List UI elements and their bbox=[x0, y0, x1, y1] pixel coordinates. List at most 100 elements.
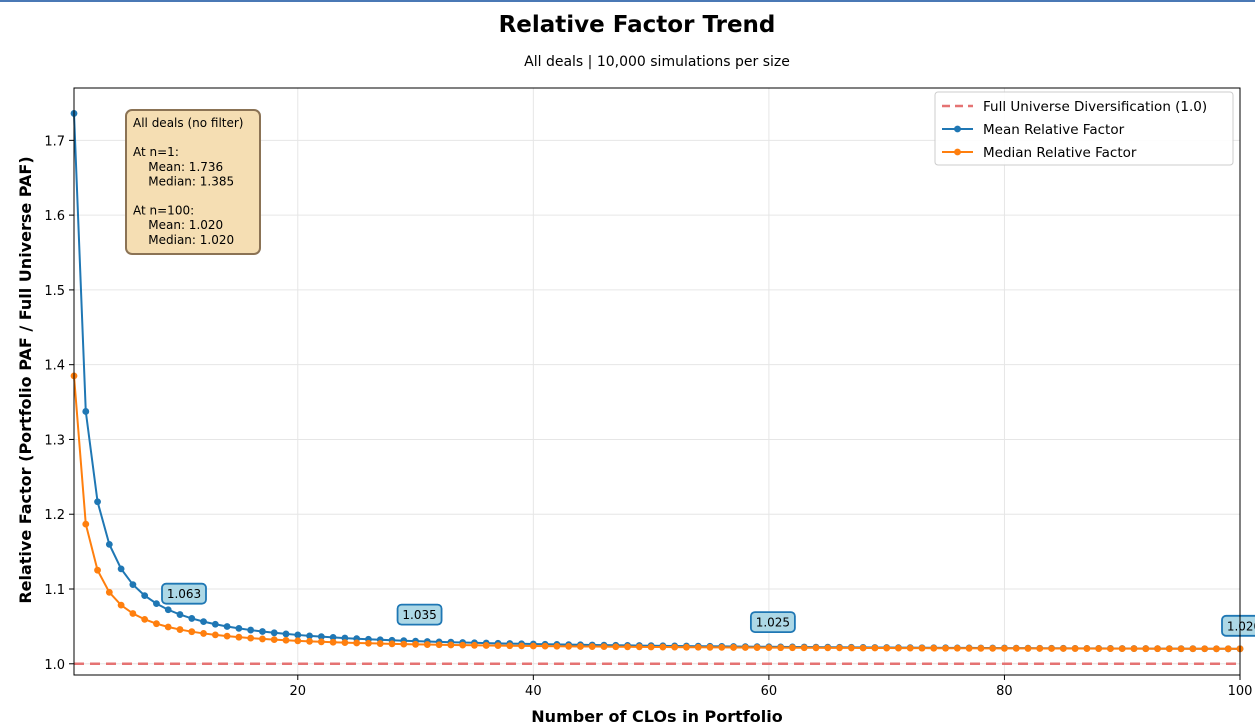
legend-entry-1: Mean Relative Factor bbox=[942, 122, 1125, 138]
series-point-0-8 bbox=[153, 600, 160, 608]
series-point-1-80 bbox=[1001, 644, 1008, 652]
series-point-1-64 bbox=[812, 644, 820, 652]
chart-title: Relative Factor Trend bbox=[499, 12, 776, 38]
plot-frame bbox=[73, 87, 1241, 676]
series-point-1-44 bbox=[577, 643, 584, 650]
series-point-0-23 bbox=[329, 634, 337, 641]
legend-entry-0: Full Universe Diversification (1.0) bbox=[942, 99, 1207, 115]
series-point-0-22 bbox=[317, 633, 325, 641]
series-point-0-12 bbox=[200, 618, 207, 625]
series-point-0-19 bbox=[282, 630, 290, 638]
series-point-1-12 bbox=[200, 630, 207, 637]
series-point-1-3 bbox=[94, 566, 101, 574]
series-point-1-98 bbox=[1213, 645, 1220, 653]
series-point-1-88 bbox=[1095, 645, 1103, 652]
series-point-1-63 bbox=[800, 644, 808, 652]
legend-marker-2 bbox=[954, 148, 961, 156]
series-point-1-18 bbox=[270, 636, 278, 644]
series-point-1-91 bbox=[1130, 645, 1138, 653]
series-point-1-45 bbox=[588, 643, 596, 650]
series-point-0-3 bbox=[94, 498, 101, 506]
series-point-1-39 bbox=[518, 642, 525, 650]
series-point-0-11 bbox=[188, 615, 196, 622]
series-point-1-40 bbox=[529, 642, 537, 650]
series-point-1-68 bbox=[859, 644, 867, 652]
series-point-1-55 bbox=[706, 643, 714, 651]
series-point-1-2 bbox=[82, 520, 90, 528]
series-point-1-34 bbox=[459, 641, 467, 649]
series-point-1-65 bbox=[824, 644, 832, 652]
window-top-border bbox=[0, 0, 1255, 2]
x-tick-label-2: 60 bbox=[761, 684, 778, 699]
series-point-1-60 bbox=[765, 644, 773, 652]
series-point-1-89 bbox=[1107, 645, 1114, 653]
series-point-1-84 bbox=[1048, 645, 1055, 652]
y-tick-label-3: 1.3 bbox=[44, 433, 65, 448]
annotation-box-3 bbox=[1221, 614, 1255, 637]
series-point-1-79 bbox=[989, 644, 997, 652]
series-point-1-11 bbox=[188, 628, 196, 636]
series-point-1-19 bbox=[282, 636, 290, 644]
series-point-0-17 bbox=[259, 628, 266, 635]
series-point-1-77 bbox=[965, 644, 973, 652]
series-point-1-15 bbox=[235, 633, 243, 641]
annotation-1: 1.035 bbox=[396, 603, 443, 626]
series-layer bbox=[70, 110, 1244, 653]
series-point-1-56 bbox=[718, 643, 726, 651]
series-point-1-37 bbox=[494, 642, 502, 649]
series-point-0-10 bbox=[176, 611, 184, 618]
info-box: All deals (no filter) At n=1: Mean: 1.736… bbox=[125, 109, 261, 255]
series-point-1-49 bbox=[635, 643, 643, 651]
series-point-1-47 bbox=[612, 643, 620, 651]
series-point-1-28 bbox=[388, 640, 396, 648]
series-point-0-7 bbox=[141, 592, 149, 600]
series-point-1-20 bbox=[294, 637, 302, 645]
series-point-1-32 bbox=[435, 641, 443, 649]
series-point-1-59 bbox=[753, 644, 761, 651]
series-point-1-46 bbox=[600, 643, 608, 651]
info-line-8: Median: 1.020 bbox=[133, 233, 234, 247]
series-point-1-27 bbox=[376, 640, 384, 647]
series-point-1-33 bbox=[447, 641, 455, 649]
series-point-1-14 bbox=[223, 632, 231, 640]
series-point-1-26 bbox=[365, 639, 372, 647]
series-point-0-15 bbox=[235, 625, 243, 632]
series-point-1-10 bbox=[176, 626, 184, 633]
series-point-1-86 bbox=[1071, 645, 1079, 652]
legend-label-2: Median Relative Factor bbox=[983, 145, 1137, 161]
info-line-6: At n=100: bbox=[133, 204, 194, 218]
info-line-2: At n=1: bbox=[133, 145, 179, 159]
series-point-1-17 bbox=[259, 635, 266, 643]
series-point-1-24 bbox=[341, 639, 349, 646]
x-tick-label-4: 100 bbox=[1228, 684, 1253, 699]
series-point-1-30 bbox=[412, 640, 419, 648]
series-point-1-31 bbox=[423, 641, 431, 648]
series-point-1-73 bbox=[918, 644, 926, 652]
annotation-box-1 bbox=[396, 603, 443, 626]
series-point-0-20 bbox=[294, 631, 302, 639]
series-point-1-22 bbox=[317, 638, 325, 646]
annotations-layer: 1.063 1.035 1.025 1.020 bbox=[161, 582, 1255, 637]
x-axis-label: Number of CLOs in Portfolio bbox=[531, 707, 782, 726]
x-axis-ticks: 20 40 60 80 100 bbox=[290, 675, 1253, 699]
series-point-1-95 bbox=[1177, 645, 1185, 653]
series-point-1-9 bbox=[164, 623, 172, 631]
info-line-3: Mean: 1.736 bbox=[133, 160, 223, 174]
series-point-0-16 bbox=[247, 626, 255, 634]
series-median bbox=[70, 372, 1244, 653]
legend-label-1: Mean Relative Factor bbox=[983, 122, 1125, 138]
series-point-1-54 bbox=[694, 643, 702, 651]
series-point-1-21 bbox=[306, 637, 313, 645]
series-point-1-78 bbox=[977, 644, 985, 652]
y-tick-label-4: 1.4 bbox=[44, 359, 65, 374]
legend: Full Universe Diversification (1.0) Mean … bbox=[934, 91, 1234, 166]
series-point-1-76 bbox=[953, 644, 961, 652]
series-point-1-38 bbox=[506, 642, 514, 650]
series-point-1-41 bbox=[541, 642, 549, 650]
series-point-1-62 bbox=[789, 644, 796, 652]
series-point-1-7 bbox=[141, 615, 149, 623]
series-point-1-52 bbox=[671, 643, 679, 651]
series-point-1-23 bbox=[329, 638, 337, 646]
series-point-1-87 bbox=[1083, 645, 1091, 652]
